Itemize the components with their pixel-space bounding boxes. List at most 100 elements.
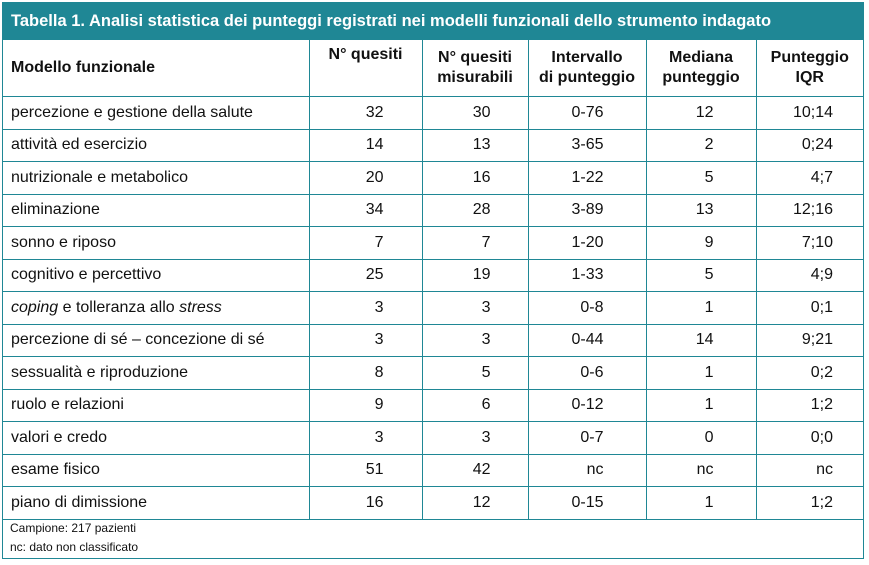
header-mediana-line2: punteggio: [662, 69, 740, 86]
header-quesiti: N° quesiti: [308, 39, 423, 97]
table-row: eliminazione 34 28 3-89 13 12;16: [3, 193, 863, 227]
cell-intervallo: 1-22: [527, 161, 647, 195]
cell-intervallo: 3-89: [527, 193, 647, 227]
cell-mediana: 2: [645, 128, 757, 162]
cell-misurabili: 12: [421, 486, 529, 520]
row-label-stress: stress: [179, 298, 222, 316]
note-nc: nc: dato non classificato: [10, 540, 139, 554]
cell-mediana: nc: [645, 453, 757, 487]
cell-quesiti: 20: [308, 161, 423, 195]
table-frame: Tabella 1. Analisi statistica dei punteg…: [2, 2, 864, 559]
cell-mediana: 1: [645, 486, 757, 520]
header-intervallo: Intervallo di punteggio: [527, 39, 647, 97]
table-row: cognitivo e percettivo 25 19 1-33 5 4;9: [3, 258, 863, 292]
row-label-coping: coping: [11, 298, 59, 316]
cell-iqr: 10;14: [755, 96, 863, 130]
cell-iqr: 0;24: [755, 128, 863, 162]
cell-misurabili: 5: [421, 356, 529, 390]
cell-misurabili: 19: [421, 258, 529, 292]
cell-intervallo: 1-20: [527, 226, 647, 260]
cell-mediana: 13: [645, 193, 757, 227]
header-iqr-line2: IQR: [795, 69, 824, 86]
row-label: sonno e riposo: [3, 226, 310, 260]
cell-quesiti: 51: [308, 453, 423, 487]
cell-intervallo: 1-33: [527, 258, 647, 292]
row-label-middle: e tolleranza allo: [58, 298, 180, 316]
cell-quesiti: 32: [308, 96, 423, 130]
cell-mediana: 0: [645, 421, 757, 455]
header-row: Modello funzionale N° quesiti N° quesiti…: [3, 39, 863, 97]
cell-quesiti: 3: [308, 421, 423, 455]
row-label: percezione e gestione della salute: [3, 96, 310, 130]
cell-quesiti: 7: [308, 226, 423, 260]
cell-intervallo: 0-7: [527, 421, 647, 455]
row-label: nutrizionale e metabolico: [3, 161, 310, 195]
cell-misurabili: 28: [421, 193, 529, 227]
cell-iqr: 9;21: [755, 323, 863, 357]
table-row: nutrizionale e metabolico 20 16 1-22 5 4…: [3, 161, 863, 195]
cell-quesiti: 34: [308, 193, 423, 227]
note-sample: Campione: 217 pazienti: [10, 521, 137, 535]
row-label: piano di dimissione: [3, 486, 310, 520]
row-label: ruolo e relazioni: [3, 388, 310, 422]
cell-quesiti: 14: [308, 128, 423, 162]
row-label: valori e credo: [3, 421, 310, 455]
cell-mediana: 9: [645, 226, 757, 260]
cell-iqr: 0;0: [755, 421, 863, 455]
row-label: esame fisico: [3, 453, 310, 487]
cell-intervallo: 0-12: [527, 388, 647, 422]
header-iqr-line1: Punteggio: [770, 49, 849, 66]
table-row: esame fisico 51 42 nc nc nc: [3, 453, 863, 487]
cell-misurabili: 3: [421, 323, 529, 357]
row-label: attività ed esercizio: [3, 128, 310, 162]
header-misurabili-line1: N° quesiti: [438, 49, 512, 66]
cell-intervallo: 0-6: [527, 356, 647, 390]
header-misurabili: N° quesiti misurabili: [421, 39, 529, 97]
cell-misurabili: 3: [421, 421, 529, 455]
cell-misurabili: 6: [421, 388, 529, 422]
cell-mediana: 5: [645, 161, 757, 195]
cell-misurabili: 30: [421, 96, 529, 130]
data-table: Modello funzionale N° quesiti N° quesiti…: [3, 39, 863, 520]
cell-iqr: 0;1: [755, 291, 863, 325]
cell-mediana: 1: [645, 388, 757, 422]
header-iqr: Punteggio IQR: [755, 39, 863, 97]
cell-intervallo: 0-8: [527, 291, 647, 325]
cell-iqr: 12;16: [755, 193, 863, 227]
row-label: sessualità e riproduzione: [3, 356, 310, 390]
cell-mediana: 5: [645, 258, 757, 292]
cell-intervallo: 0-76: [527, 96, 647, 130]
cell-iqr: 4;7: [755, 161, 863, 195]
table-row: valori e credo 3 3 0-7 0 0;0: [3, 421, 863, 455]
cell-misurabili: 16: [421, 161, 529, 195]
cell-iqr: 4;9: [755, 258, 863, 292]
cell-iqr: 0;2: [755, 356, 863, 390]
cell-mediana: 14: [645, 323, 757, 357]
cell-intervallo: 3-65: [527, 128, 647, 162]
table-row: sonno e riposo 7 7 1-20 9 7;10: [3, 226, 863, 260]
table-title: Tabella 1. Analisi statistica dei punteg…: [3, 3, 863, 39]
cell-misurabili: 42: [421, 453, 529, 487]
table-row: percezione e gestione della salute 32 30…: [3, 96, 863, 130]
table-row: ruolo e relazioni 9 6 0-12 1 1;2: [3, 388, 863, 422]
header-intervallo-line1: Intervallo: [551, 49, 623, 66]
table-row: piano di dimissione 16 12 0-15 1 1;2: [3, 486, 863, 520]
cell-misurabili: 3: [421, 291, 529, 325]
cell-quesiti: 3: [308, 291, 423, 325]
header-mediana: Mediana punteggio: [645, 39, 757, 97]
cell-misurabili: 7: [421, 226, 529, 260]
cell-iqr: 1;2: [755, 486, 863, 520]
row-label: cognitivo e percettivo: [3, 258, 310, 292]
cell-iqr: 1;2: [755, 388, 863, 422]
row-label: eliminazione: [3, 193, 310, 227]
header-modello: Modello funzionale: [3, 39, 310, 97]
table-notes: Campione: 217 pazienti nc: dato non clas…: [10, 519, 138, 557]
table-row: attività ed esercizio 14 13 3-65 2 0;24: [3, 128, 863, 162]
table-row: coping e tolleranza allo stress 3 3 0-8 …: [3, 291, 863, 325]
cell-intervallo: nc: [527, 453, 647, 487]
cell-quesiti: 3: [308, 323, 423, 357]
table-row: percezione di sé – concezione di sé 3 3 …: [3, 323, 863, 357]
header-mediana-line1: Mediana: [668, 49, 733, 66]
cell-mediana: 1: [645, 356, 757, 390]
cell-quesiti: 8: [308, 356, 423, 390]
